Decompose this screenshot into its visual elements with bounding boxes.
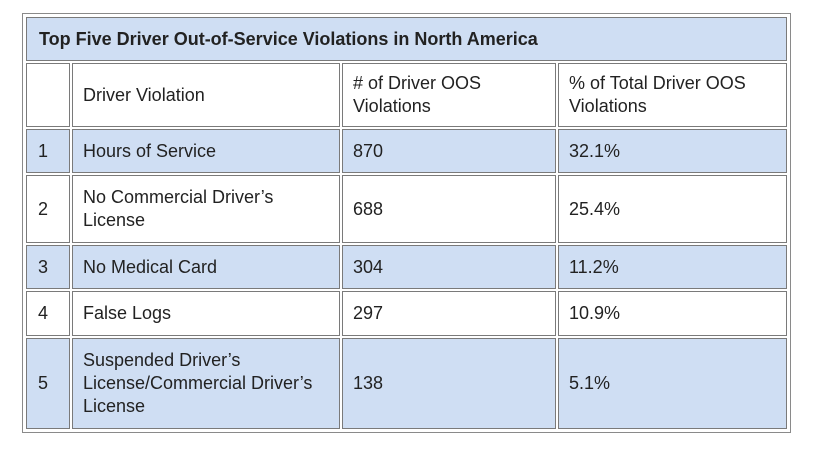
row-violation: No Medical Card [72, 245, 340, 289]
header-count: # of Driver OOS Violations [342, 63, 556, 127]
row-count: 870 [342, 129, 556, 173]
row-violation: Suspended Driver’s License/Commercial Dr… [72, 338, 340, 429]
row-rank: 2 [26, 175, 70, 243]
violations-table-grid: Top Five Driver Out-of-Service Violation… [24, 15, 789, 431]
header-rank [26, 63, 70, 127]
row-rank: 4 [26, 291, 70, 336]
row-violation: False Logs [72, 291, 340, 336]
header-violation: Driver Violation [72, 63, 340, 127]
table-row: 4 False Logs 297 10.9% [26, 291, 787, 336]
row-count: 297 [342, 291, 556, 336]
row-count: 304 [342, 245, 556, 289]
row-percent: 11.2% [558, 245, 787, 289]
row-percent: 25.4% [558, 175, 787, 243]
row-rank: 1 [26, 129, 70, 173]
oos-violations-table: Top Five Driver Out-of-Service Violation… [22, 13, 791, 433]
row-violation: Hours of Service [72, 129, 340, 173]
row-violation: No Commercial Driver’s License [72, 175, 340, 243]
table-title: Top Five Driver Out-of-Service Violation… [26, 17, 787, 61]
row-count: 138 [342, 338, 556, 429]
table-row: 2 No Commercial Driver’s License 688 25.… [26, 175, 787, 243]
table-row: 5 Suspended Driver’s License/Commercial … [26, 338, 787, 429]
row-count: 688 [342, 175, 556, 243]
row-rank: 5 [26, 338, 70, 429]
table-title-row: Top Five Driver Out-of-Service Violation… [26, 17, 787, 61]
table-row: 1 Hours of Service 870 32.1% [26, 129, 787, 173]
row-percent: 10.9% [558, 291, 787, 336]
row-percent: 32.1% [558, 129, 787, 173]
table-row: 3 No Medical Card 304 11.2% [26, 245, 787, 289]
header-percent: % of Total Driver OOS Violations [558, 63, 787, 127]
row-percent: 5.1% [558, 338, 787, 429]
row-rank: 3 [26, 245, 70, 289]
table-header-row: Driver Violation # of Driver OOS Violati… [26, 63, 787, 127]
